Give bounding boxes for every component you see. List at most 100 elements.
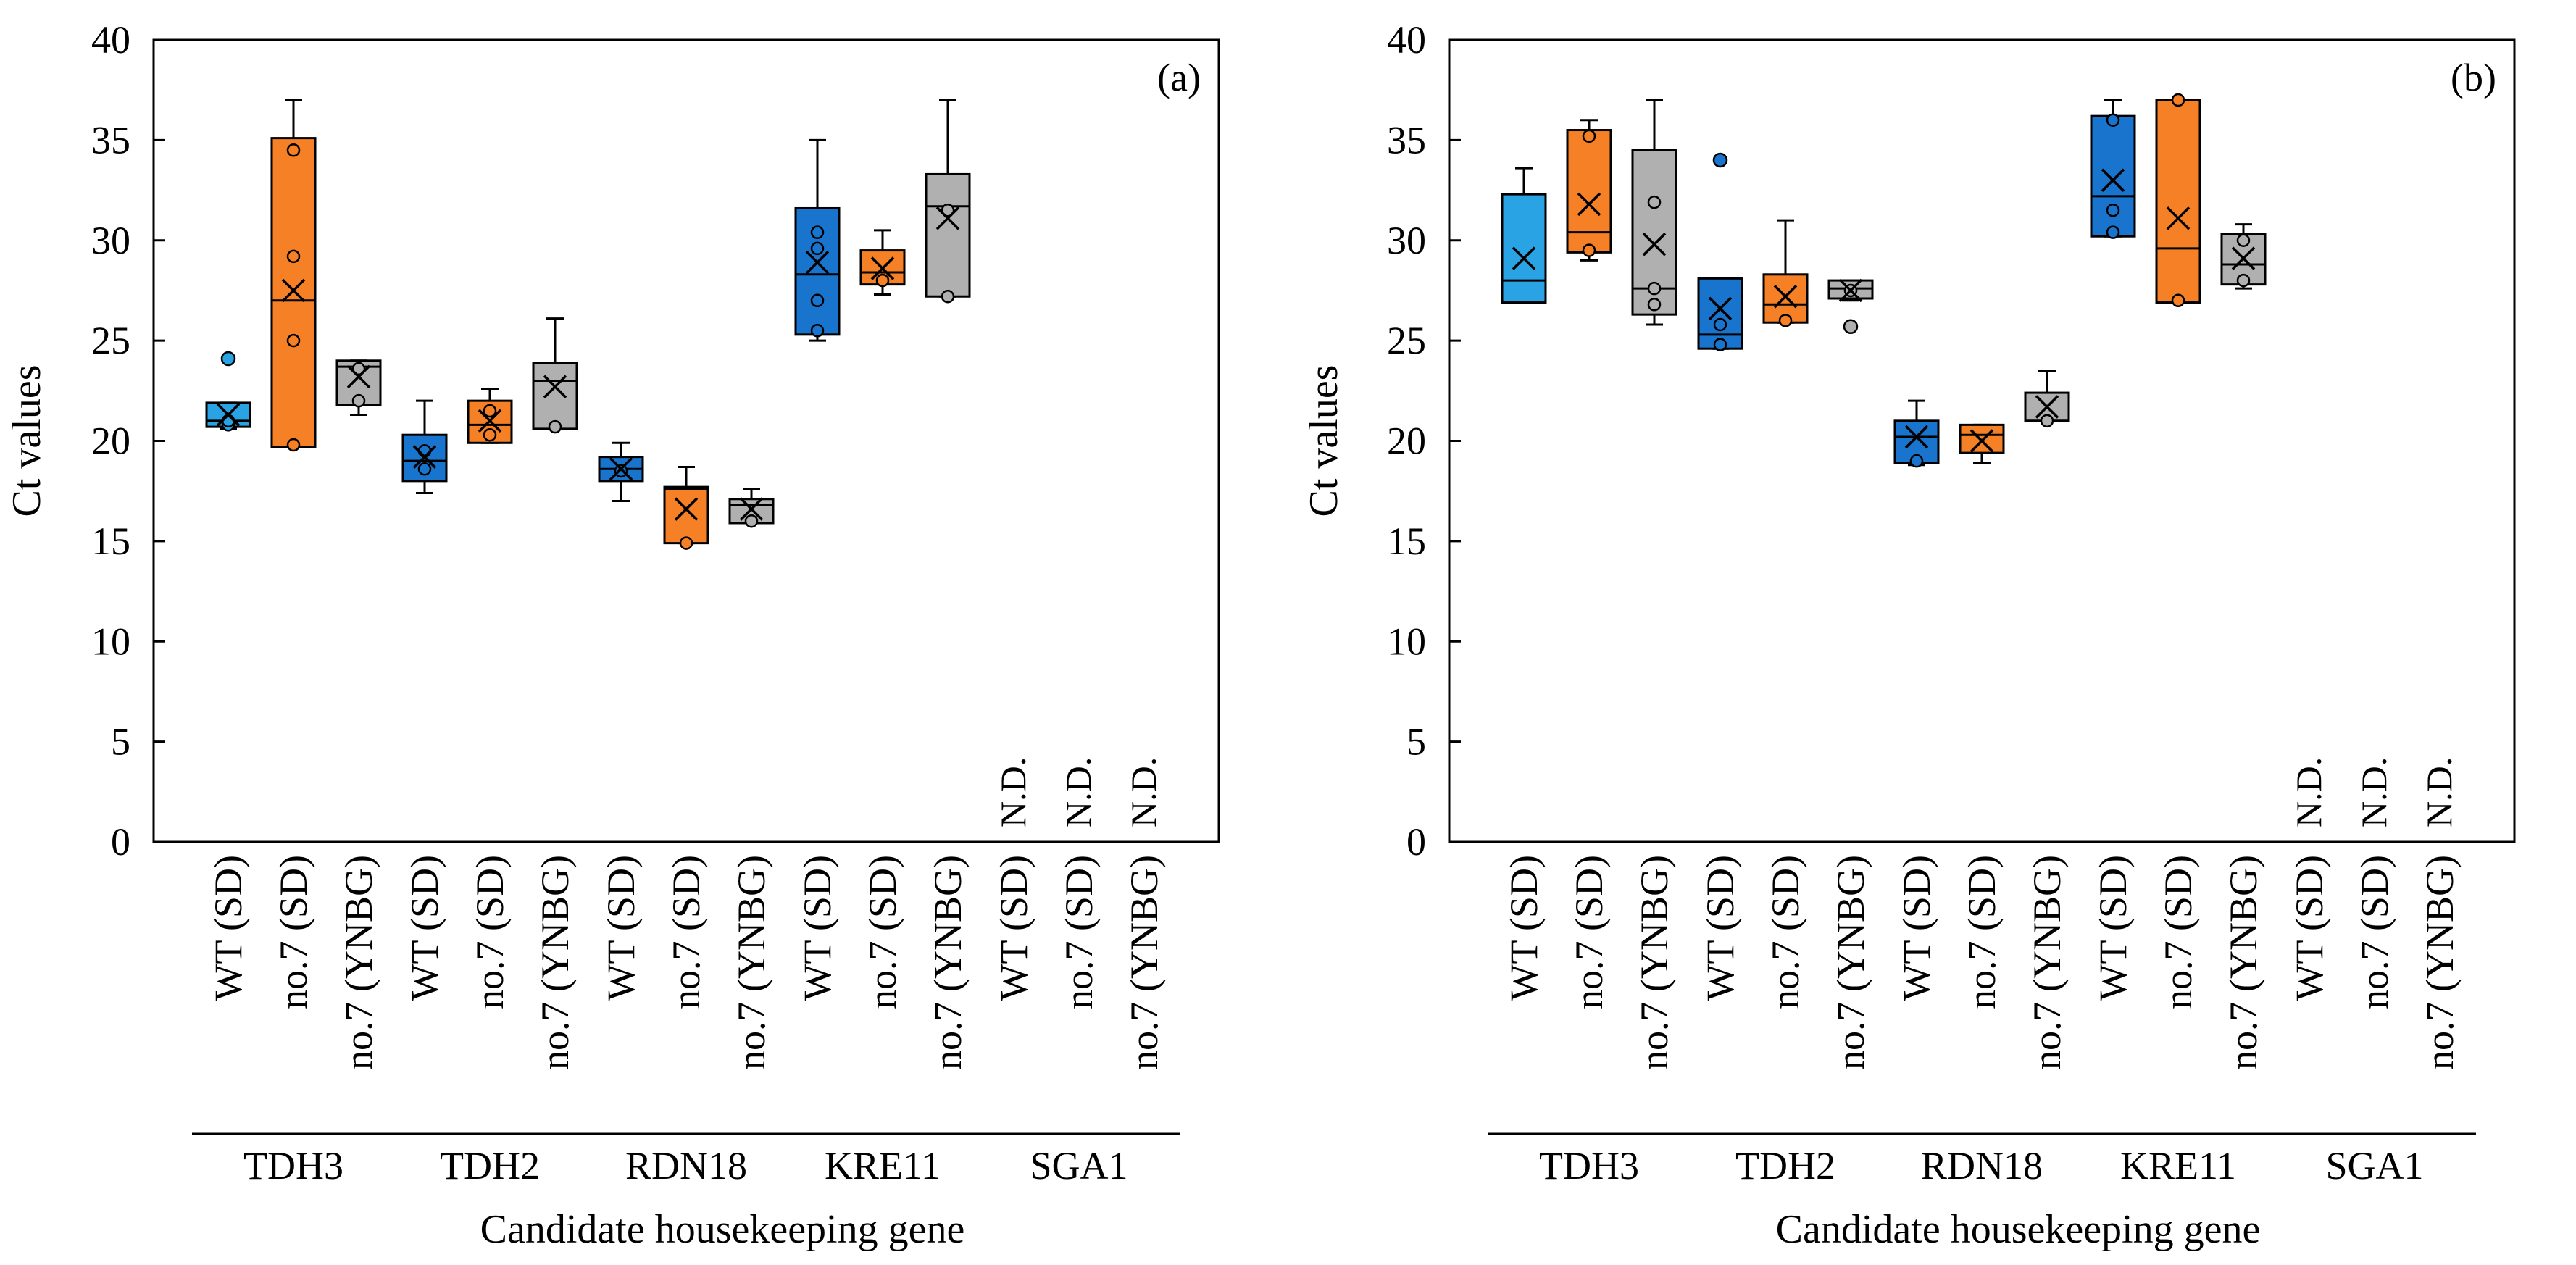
outlier-point	[220, 351, 236, 367]
data-point	[221, 414, 235, 428]
category-label: no.7 (SD)	[1764, 855, 1807, 1009]
gene-label: SGA1	[1030, 1144, 1127, 1187]
category-label: no.7 (SD)	[664, 855, 708, 1009]
box-tdh3-1: no.7 (SD)	[1566, 119, 1612, 1009]
y-tick-label: 15	[1387, 519, 1426, 563]
panel-label: (a)	[1157, 56, 1201, 99]
box-sga1-0: WT (SD) N.D.	[992, 757, 1035, 1001]
y-tick-label: 20	[91, 419, 130, 463]
box-rdn18-0: WT (SD)	[598, 441, 644, 1001]
gene-group-sga1: WT (SD) N.D. no.7 (SD) N.D. no.7 (YNBG) N.D. S…	[2273, 757, 2476, 1187]
category-label: no.7 (SD)	[1057, 855, 1101, 1009]
category-label: WT (SD)	[1502, 855, 1546, 1001]
y-axis-title: Ct values	[4, 365, 49, 517]
box-iqr	[270, 137, 317, 448]
mean-marker	[216, 403, 241, 427]
box-sga1-0: WT (SD) N.D.	[2288, 757, 2331, 1001]
mean-marker	[1577, 192, 1601, 217]
data-point	[2106, 225, 2120, 239]
box-rdn18-0: WT (SD)	[1893, 399, 1940, 1001]
mean-marker	[1642, 233, 1667, 256]
category-label: no.7 (YNBG)	[1829, 855, 1872, 1070]
category-label: no.7 (SD)	[1567, 855, 1611, 1009]
category-label: WT (SD)	[403, 855, 446, 1001]
data-point	[1778, 314, 1793, 327]
box-iqr	[2024, 391, 2070, 422]
data-point	[1713, 317, 1727, 332]
y-tick-label: 30	[1387, 219, 1426, 262]
gene-group-tdh3: WT (SD) no.7 (SD) no.7 (YNBG) TDH3	[192, 99, 395, 1187]
y-tick-label: 30	[91, 219, 130, 262]
category-label: WT (SD)	[2091, 855, 2135, 1001]
mean-marker	[412, 445, 437, 469]
mean-marker	[1969, 429, 1994, 453]
y-tick-label: 5	[1406, 720, 1426, 764]
data-point	[1582, 243, 1596, 257]
data-point	[2171, 293, 2185, 308]
gene-label: SGA1	[2325, 1144, 2423, 1187]
category-label: WT (SD)	[599, 855, 643, 1001]
data-point	[2171, 93, 2185, 107]
category-label: no.7 (YNBG)	[1122, 855, 1166, 1070]
data-point	[2236, 233, 2251, 247]
not-detected-label: N.D.	[2288, 757, 2329, 827]
y-tick-label: 10	[91, 619, 130, 663]
category-label: WT (SD)	[796, 855, 839, 1001]
mean-marker	[346, 364, 371, 389]
mean-marker	[935, 206, 960, 230]
box-iqr	[2090, 114, 2136, 238]
box-tdh2-0: WT (SD)	[1697, 152, 1743, 1001]
box-iqr	[1697, 277, 1743, 350]
mean-marker	[2166, 206, 2191, 230]
gene-label: TDH3	[243, 1144, 343, 1187]
x-axis-title: Candidate housekeeping gene	[480, 1207, 965, 1252]
box-kre11-0: WT (SD)	[2090, 99, 2136, 1001]
gene-group-rdn18: WT (SD) no.7 (SD) no.7 (YNBG) RDN18	[585, 441, 788, 1187]
data-point	[744, 514, 759, 528]
box-tdh3-0: WT (SD)	[205, 351, 251, 1001]
data-point	[351, 362, 366, 376]
not-detected-label: N.D.	[1058, 757, 1099, 827]
box-iqr	[2155, 99, 2201, 304]
gene-group-kre11: WT (SD) no.7 (SD) no.7 (YNBG) KRE11	[781, 99, 984, 1187]
box-rdn18-2: no.7 (YNBG)	[2024, 370, 2070, 1070]
mean-marker	[478, 409, 502, 433]
box-tdh3-2: no.7 (YNBG)	[335, 359, 382, 1070]
not-detected-label: N.D.	[2419, 757, 2459, 827]
mean-marker	[1838, 278, 1863, 303]
data-point	[417, 462, 432, 476]
mean-marker	[805, 250, 830, 275]
box-sga1-1: no.7 (SD) N.D.	[1057, 757, 1101, 1009]
y-tick-label: 20	[1387, 419, 1426, 463]
gene-group-tdh3: WT (SD) no.7 (SD) no.7 (YNBG) TDH3	[1488, 99, 1691, 1187]
y-tick-label: 0	[111, 820, 130, 864]
category-label: WT (SD)	[207, 855, 250, 1001]
data-point	[679, 536, 693, 550]
mean-marker	[739, 497, 764, 521]
data-point	[286, 249, 301, 264]
box-iqr	[1762, 273, 1809, 324]
y-tick-label: 5	[111, 720, 130, 764]
gene-label: TDH2	[440, 1144, 540, 1187]
category-label: no.7 (YNBG)	[1633, 855, 1676, 1070]
category-label: WT (SD)	[992, 855, 1035, 1001]
category-label: no.7 (SD)	[1960, 855, 2004, 1009]
data-point	[810, 241, 825, 256]
data-point	[286, 143, 301, 157]
not-detected-label: N.D.	[2354, 757, 2394, 827]
category-label: no.7 (SD)	[861, 855, 904, 1009]
box-tdh2-2: no.7 (YNBG)	[1827, 278, 1874, 1070]
data-point	[810, 324, 825, 338]
box-kre11-1: no.7 (SD)	[859, 229, 906, 1009]
y-tick-label: 25	[91, 319, 130, 362]
outlier-point	[1843, 319, 1859, 335]
gene-group-rdn18: WT (SD) no.7 (SD) no.7 (YNBG) RDN18	[1880, 370, 2083, 1187]
gene-label: KRE11	[2120, 1144, 2236, 1187]
mean-marker	[2035, 395, 2059, 419]
box-iqr	[663, 485, 709, 545]
box-iqr	[1566, 129, 1612, 254]
x-axis-title: Candidate housekeeping gene	[1776, 1207, 2261, 1252]
y-tick-label: 10	[1387, 619, 1426, 663]
gene-group-tdh2: WT (SD) no.7 (SD) no.7 (YNBG) TDH2	[388, 317, 591, 1187]
category-label: no.7 (SD)	[2156, 855, 2200, 1009]
